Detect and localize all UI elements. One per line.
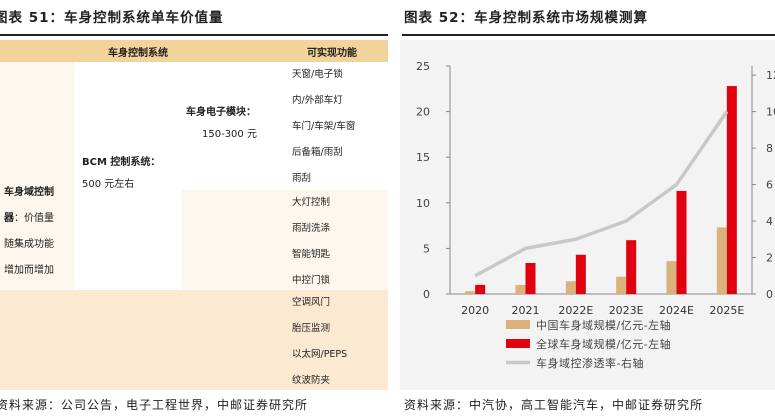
bar-china bbox=[666, 261, 677, 294]
module-label: 车身电子模块： bbox=[186, 107, 256, 118]
function-item: 空调风门 bbox=[292, 297, 331, 308]
bar-global bbox=[626, 240, 637, 294]
functions-group1-bg bbox=[276, 62, 388, 190]
domain-controller-cell: 车身域控制 器：价值量 随集成功能 增加而增加 bbox=[4, 180, 74, 284]
domain-label-line: 器：价值量 bbox=[4, 206, 74, 232]
bar-global bbox=[525, 262, 536, 294]
penetration-rate-point bbox=[726, 111, 728, 113]
module-cell-bg bbox=[182, 62, 276, 190]
bar-global bbox=[575, 254, 586, 294]
left-tick-label: 25 bbox=[416, 60, 430, 73]
domain-label-line: 车身域控制 bbox=[4, 187, 54, 198]
right-tick-label: 2 bbox=[766, 252, 773, 265]
bar-china bbox=[465, 291, 476, 294]
legend-label: 中国车身域规模/亿元-左轴 bbox=[536, 318, 671, 332]
function-item: 内/外部车灯 bbox=[292, 95, 343, 106]
function-item: 车门/车架/车窗 bbox=[292, 121, 356, 132]
x-tick-label: 2022E bbox=[558, 304, 593, 317]
function-item: 雨刮洗涤 bbox=[292, 223, 331, 234]
bcm-label: BCM 控制系统： bbox=[82, 157, 161, 168]
left-title-divider bbox=[0, 34, 388, 36]
bcm-cell: BCM 控制系统： 500 元左右 bbox=[82, 152, 182, 196]
penetration-rate-line bbox=[474, 110, 729, 278]
legend-swatch bbox=[506, 339, 530, 348]
left-tick-label: 15 bbox=[416, 151, 430, 164]
penetration-rate-point bbox=[625, 220, 627, 222]
left-tick-label: 10 bbox=[416, 197, 430, 210]
function-item: 纹波防夹 bbox=[292, 375, 331, 386]
penetration-rate-point bbox=[575, 238, 577, 240]
bar-china bbox=[515, 284, 526, 294]
x-tick-label: 2024E bbox=[659, 304, 694, 317]
functions-group2-bg bbox=[276, 190, 388, 290]
right-tick-label: 10 bbox=[766, 106, 775, 119]
function-item: 中控门锁 bbox=[292, 275, 331, 286]
legend-label: 车身域控渗透率-右轴 bbox=[536, 356, 644, 370]
table-header-system: 车身控制系统 bbox=[0, 40, 276, 62]
right-source-note: 资料来源：中汽协，高工智能汽车，中邮证券研究所 bbox=[404, 398, 704, 412]
table-header-function: 可实现功能 bbox=[276, 40, 388, 62]
body-control-value-table: 车身控制系统 可实现功能 车身域控制 器：价值量 随集成功能 增加而增加 BCM… bbox=[0, 40, 388, 390]
chart-background bbox=[400, 40, 775, 390]
body-electronic-module-cell: 车身电子模块： 150-300 元 bbox=[186, 102, 276, 146]
x-tick-label: 2020 bbox=[461, 304, 489, 317]
legend-label: 全球车身域规模/亿元-左轴 bbox=[536, 337, 671, 351]
function-item: 智能钥匙 bbox=[292, 249, 331, 260]
right-tick-label: 4 bbox=[766, 215, 773, 228]
domain-label-line: 随集成功能 bbox=[4, 239, 54, 250]
domain-label-line: 增加而增加 bbox=[4, 265, 54, 276]
functions-group3: 空调风门 胎压监测 以太网/PEPS 纹波防夹 bbox=[292, 290, 388, 394]
right-tick-label: 12 bbox=[766, 69, 775, 82]
legend-swatch bbox=[506, 320, 530, 329]
bcm-cell-bg bbox=[74, 62, 182, 290]
functions-group2: 大灯控制 雨刮洗涤 智能钥匙 中控门锁 bbox=[292, 190, 388, 294]
right-tick-label: 0 bbox=[766, 288, 773, 301]
right-tick-label: 6 bbox=[766, 179, 773, 192]
bcm-value: 500 元左右 bbox=[82, 179, 135, 190]
function-item: 以太网/PEPS bbox=[292, 349, 348, 360]
function-item: 雨刮 bbox=[292, 173, 312, 184]
penetration-rate-point bbox=[676, 184, 677, 186]
module-value: 150-300 元 bbox=[202, 129, 257, 140]
domain-label-line-bold: 器 bbox=[4, 213, 14, 224]
bar-global bbox=[726, 86, 737, 294]
bar-china bbox=[716, 227, 727, 294]
left-tick-label: 0 bbox=[423, 288, 430, 301]
function-item: 大灯控制 bbox=[292, 197, 331, 208]
x-tick-label: 2021 bbox=[512, 304, 540, 317]
x-tick-label: 2025E bbox=[709, 304, 744, 317]
left-tick-label: 20 bbox=[416, 106, 430, 119]
bar-china bbox=[565, 281, 576, 294]
right-tick-label: 8 bbox=[766, 142, 773, 155]
function-item: 天窗/电子锁 bbox=[292, 69, 343, 80]
x-tick-label: 2023E bbox=[609, 304, 644, 317]
domain-cell-bg bbox=[0, 62, 74, 290]
bar-china bbox=[616, 276, 627, 294]
left-source-note: 资料来源：公司公告，电子工程世界，中邮证券研究所 bbox=[0, 398, 309, 412]
function-item: 后备箱/雨刮 bbox=[292, 147, 343, 158]
penetration-rate-point bbox=[525, 247, 526, 249]
right-title-divider bbox=[402, 34, 775, 36]
bar-global bbox=[676, 190, 687, 294]
module-cell-bg-lower bbox=[182, 190, 276, 290]
right-figure-title: 图表 52：车身控制系统市场规模测算 bbox=[404, 10, 648, 26]
chart-plot-area: 0 5 10 15 20 25 0 2 4 6 8 10 12 2020 2021 2022E 2023E 202… bbox=[416, 60, 775, 317]
penetration-rate-point bbox=[474, 275, 476, 277]
functions-group1: 天窗/电子锁 内/外部车灯 车门/车架/车窗 后备箱/雨刮 雨刮 bbox=[292, 62, 388, 192]
functions-group3-bg bbox=[0, 290, 388, 390]
domain-label-line-rest: ：价值量 bbox=[14, 213, 54, 224]
left-tick-label: 5 bbox=[423, 242, 430, 255]
left-figure-title: 图表 51：车身控制系统单车价值量 bbox=[0, 10, 224, 26]
market-size-chart: 0 5 10 15 20 25 0 2 4 6 8 10 12 2020 2021 2022E 2023E 202… bbox=[400, 40, 775, 390]
function-item: 胎压监测 bbox=[292, 323, 331, 334]
bar-global bbox=[475, 284, 486, 294]
